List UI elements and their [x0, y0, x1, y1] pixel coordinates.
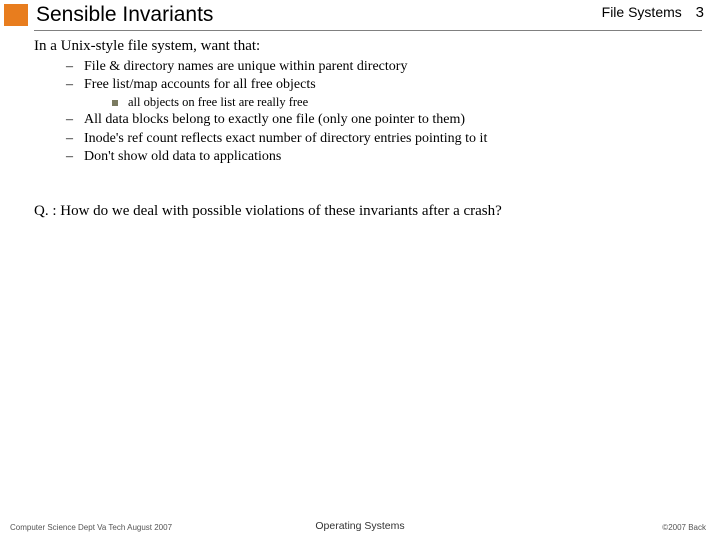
- item-text: Don't show old data to applications: [84, 149, 281, 164]
- sub-bullet-list: all objects on free list are really free: [84, 95, 688, 111]
- list-item: Free list/map accounts for all free obje…: [66, 76, 688, 110]
- slide-content: In a Unix-style file system, want that: …: [0, 31, 720, 221]
- list-item: Don't show old data to applications: [66, 148, 688, 166]
- slide-header: Sensible Invariants File Systems 3: [0, 0, 720, 30]
- list-item: All data blocks belong to exactly one fi…: [66, 111, 688, 129]
- topic-label: File Systems: [602, 4, 682, 20]
- list-item: File & directory names are unique within…: [66, 58, 688, 76]
- item-text: All data blocks belong to exactly one fi…: [84, 112, 465, 127]
- item-text: File & directory names are unique within…: [84, 59, 407, 74]
- item-text: Free list/map accounts for all free obje…: [84, 77, 316, 92]
- sub-list-item: all objects on free list are really free: [112, 95, 688, 111]
- lead-text: In a Unix-style file system, want that:: [34, 37, 688, 56]
- slide-title: Sensible Invariants: [36, 3, 213, 27]
- bullet-list: File & directory names are unique within…: [34, 58, 688, 166]
- footer-right: ©2007 Back: [662, 523, 706, 532]
- list-item: Inode's ref count reflects exact number …: [66, 130, 688, 148]
- header-right: File Systems 3: [602, 4, 704, 21]
- accent-block: [4, 4, 28, 26]
- slide-footer: Computer Science Dept Va Tech August 200…: [0, 523, 720, 532]
- sub-item-text: all objects on free list are really free: [128, 95, 308, 109]
- footer-left: Computer Science Dept Va Tech August 200…: [10, 523, 172, 532]
- footer-center: Operating Systems: [315, 520, 404, 532]
- item-text: Inode's ref count reflects exact number …: [84, 131, 487, 146]
- question-text: Q. : How do we deal with possible violat…: [34, 202, 688, 221]
- page-number: 3: [696, 4, 704, 21]
